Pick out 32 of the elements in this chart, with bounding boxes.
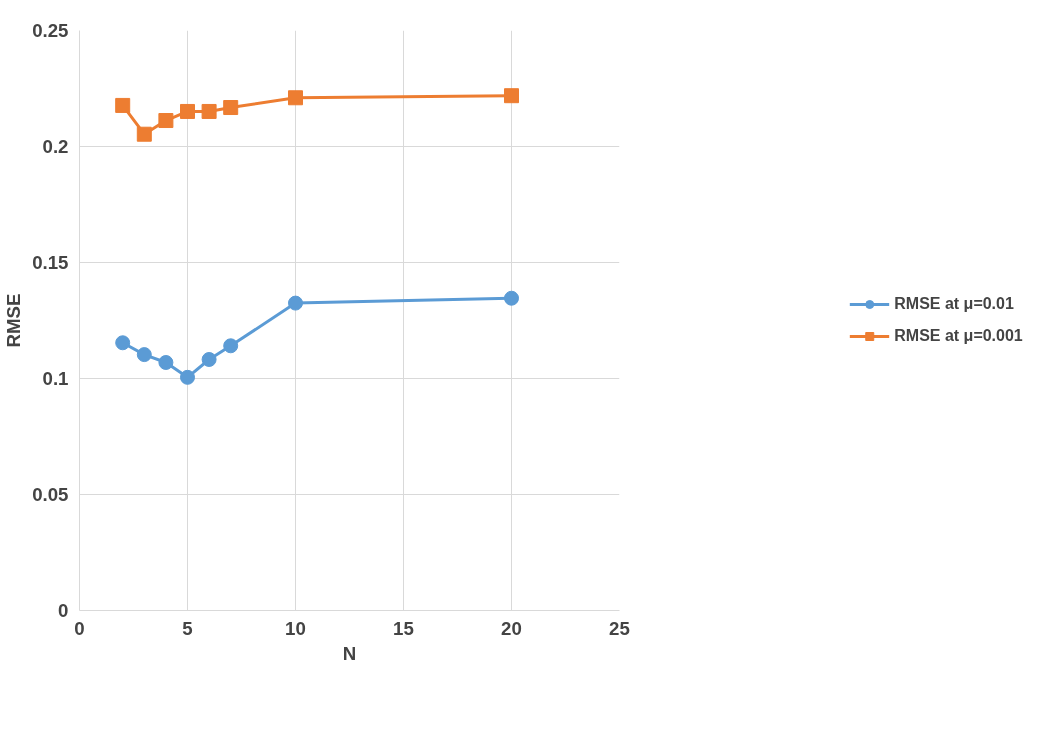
y-tick-label: 0 bbox=[58, 600, 69, 621]
point bbox=[223, 338, 239, 354]
x-axis-title: N bbox=[342, 642, 357, 664]
point bbox=[504, 290, 519, 306]
point bbox=[504, 88, 519, 104]
x-tick-label: 10 bbox=[285, 617, 306, 639]
point bbox=[223, 100, 239, 116]
y-tick-label: 0.2 bbox=[42, 136, 69, 157]
point bbox=[201, 103, 217, 119]
x-tick-label: 0 bbox=[74, 617, 85, 639]
x-tick-label: 5 bbox=[182, 617, 193, 639]
point bbox=[180, 369, 195, 385]
point bbox=[288, 90, 303, 106]
point bbox=[180, 103, 195, 119]
x-tick-label: 25 bbox=[609, 617, 630, 639]
point bbox=[115, 97, 131, 113]
point bbox=[115, 335, 131, 351]
point bbox=[201, 351, 217, 367]
y-tick-label: 0.15 bbox=[32, 252, 69, 273]
point bbox=[136, 347, 152, 363]
y-axis-title: RMSE bbox=[3, 293, 25, 348]
legend-label: RMSE at μ=0.001 bbox=[894, 327, 1023, 345]
legend-label: RMSE at μ=0.01 bbox=[894, 295, 1014, 313]
y-tick-label: 0.25 bbox=[32, 20, 69, 41]
point bbox=[288, 295, 303, 311]
x-tick-label: 20 bbox=[501, 617, 522, 639]
x-tick-label: 15 bbox=[393, 617, 414, 639]
y-tick-label: 0.05 bbox=[32, 484, 69, 505]
point bbox=[158, 113, 174, 129]
y-tick-label: 0.1 bbox=[42, 368, 69, 389]
point bbox=[136, 126, 152, 142]
point bbox=[158, 355, 174, 370]
